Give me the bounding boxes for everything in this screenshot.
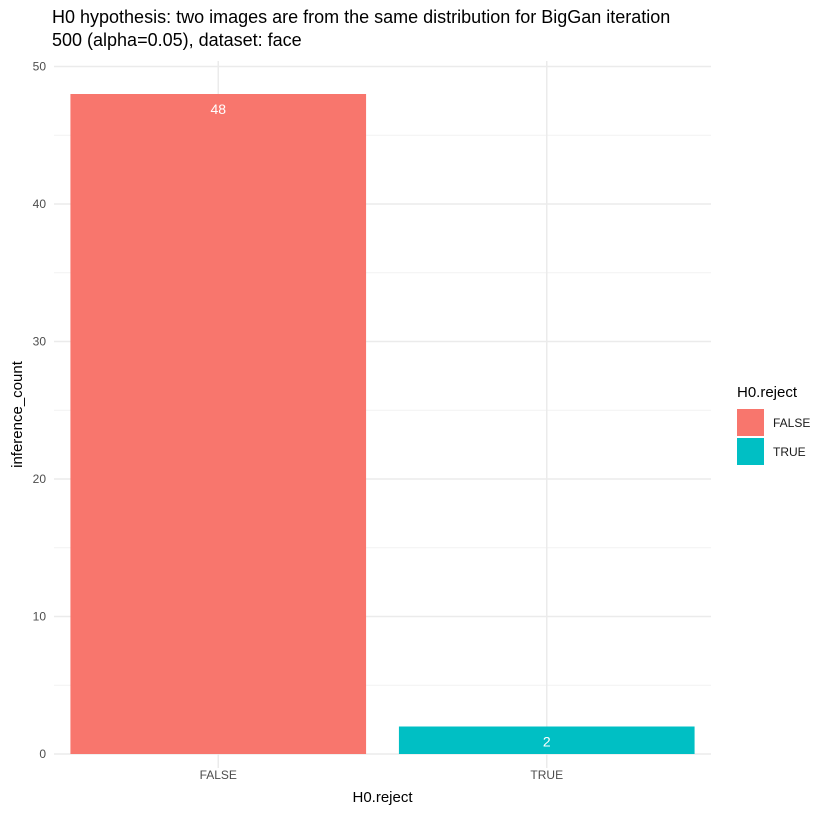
bar-true [398, 726, 695, 754]
legend-item-true: TRUE [737, 437, 810, 466]
legend: H0.reject FALSE TRUE [737, 384, 810, 466]
y-tick-label: 30 [33, 335, 47, 349]
x-tick-label: FALSE [200, 768, 237, 782]
y-axis-title: inference_count [9, 360, 26, 468]
y-tick-label: 10 [33, 610, 47, 624]
legend-item-false: FALSE [737, 408, 810, 437]
bar-value-label: 2 [543, 734, 551, 750]
legend-title: H0.reject [737, 384, 798, 401]
y-tick-label: 0 [39, 747, 46, 761]
chart-title: H0 hypothesis: two images are from the s… [52, 7, 671, 50]
x-tick-label: TRUE [530, 768, 563, 782]
legend-label-true: TRUE [773, 444, 806, 459]
bar-false [70, 94, 367, 754]
y-tick-label: 40 [33, 197, 47, 211]
y-tick-label: 50 [33, 60, 47, 74]
y-tick-label: 20 [33, 472, 47, 486]
legend-swatch-true [737, 438, 764, 465]
bar-value-label: 48 [210, 101, 226, 117]
x-axis-title: H0.reject [352, 789, 413, 806]
legend-label-false: FALSE [773, 415, 811, 430]
legend-swatch-false [737, 409, 764, 436]
